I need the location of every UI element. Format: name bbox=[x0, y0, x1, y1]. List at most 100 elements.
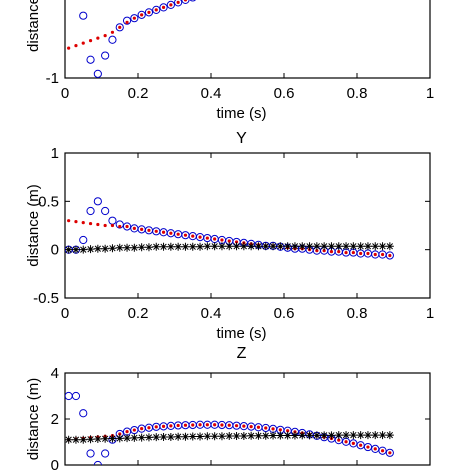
data-point-circle bbox=[79, 11, 88, 20]
data-point-dot bbox=[125, 430, 129, 434]
data-point-star bbox=[261, 242, 270, 251]
y-axis-label: distance (m) bbox=[25, 184, 42, 267]
data-point-star bbox=[196, 242, 205, 251]
data-point-dot bbox=[380, 449, 385, 453]
data-point-dot bbox=[227, 239, 231, 243]
data-point-dot bbox=[234, 240, 239, 244]
data-point-circle bbox=[101, 51, 110, 60]
data-point-dot bbox=[242, 424, 246, 428]
data-point-circle bbox=[65, 391, 73, 401]
axes-frame bbox=[64, 0, 431, 79]
data-point-dot bbox=[154, 8, 158, 12]
y-axis-label: distance bbox=[25, 0, 42, 52]
data-point-dot bbox=[366, 251, 370, 256]
data-point-star bbox=[349, 431, 358, 440]
data-point-circle bbox=[385, 448, 394, 457]
data-point-star bbox=[166, 242, 175, 251]
data-point-star bbox=[290, 242, 299, 251]
data-point-star bbox=[327, 431, 336, 440]
data-point-star bbox=[93, 435, 102, 444]
data-point-dot bbox=[205, 236, 209, 240]
data-point-circle bbox=[122, 222, 132, 231]
data-point-circle bbox=[159, 3, 168, 12]
data-point-dot bbox=[366, 445, 370, 449]
data-point-star bbox=[342, 242, 351, 251]
data-point-dot bbox=[234, 424, 239, 428]
data-point-star bbox=[334, 242, 343, 251]
data-point-dot bbox=[264, 426, 268, 430]
data-point-dot bbox=[132, 226, 136, 230]
data-point-circle bbox=[101, 206, 110, 216]
data-point-circle bbox=[363, 442, 373, 452]
data-point-star bbox=[356, 242, 365, 251]
data-point-star bbox=[108, 244, 117, 253]
data-point-star bbox=[203, 432, 212, 441]
data-point-star bbox=[217, 242, 226, 251]
x-tick-label: 0.4 bbox=[201, 85, 222, 102]
series-circle bbox=[65, 391, 394, 465]
data-point-circle bbox=[86, 449, 95, 458]
data-point-star bbox=[342, 431, 351, 440]
data-point-star bbox=[137, 433, 146, 442]
data-point-dot bbox=[161, 5, 166, 9]
data-point-dot bbox=[388, 253, 392, 258]
data-point-dot bbox=[81, 41, 85, 45]
data-point-star bbox=[225, 432, 234, 441]
data-point-star bbox=[144, 243, 153, 252]
data-point-dot bbox=[322, 249, 326, 253]
data-point-star bbox=[269, 431, 278, 440]
data-point-star bbox=[203, 242, 212, 251]
data-point-star bbox=[254, 242, 263, 251]
data-point-star bbox=[159, 432, 168, 441]
x-tick-label: 0 bbox=[61, 85, 69, 102]
data-point-star bbox=[152, 242, 161, 251]
data-point-dot bbox=[191, 423, 195, 427]
x-tick-label: 0 bbox=[61, 305, 69, 322]
data-point-star bbox=[174, 432, 183, 441]
data-point-star bbox=[283, 242, 292, 251]
y-tick-label: 0 bbox=[51, 0, 59, 4]
data-point-star bbox=[232, 432, 241, 441]
data-point-circle bbox=[79, 235, 88, 245]
data-point-circle bbox=[166, 0, 175, 9]
data-point-star bbox=[86, 435, 95, 444]
data-point-star bbox=[210, 432, 219, 441]
data-point-dot bbox=[110, 30, 115, 34]
x-tick-label: 0.2 bbox=[128, 85, 149, 102]
data-point-dot bbox=[278, 428, 282, 432]
data-point-star bbox=[123, 434, 132, 443]
data-point-star bbox=[320, 431, 329, 440]
data-point-dot bbox=[183, 423, 188, 427]
data-point-dot bbox=[351, 441, 355, 445]
data-point-circle bbox=[108, 216, 117, 225]
y-tick-label: 2 bbox=[51, 411, 59, 428]
data-point-dot bbox=[96, 222, 100, 227]
data-point-star bbox=[378, 242, 387, 251]
data-point-star bbox=[363, 431, 372, 440]
data-point-dot bbox=[359, 443, 363, 447]
data-point-star bbox=[196, 432, 205, 441]
data-point-star bbox=[298, 431, 307, 440]
data-point-dot bbox=[67, 46, 71, 50]
data-point-star bbox=[371, 242, 380, 251]
data-point-dot bbox=[191, 234, 195, 238]
data-point-star bbox=[137, 243, 146, 252]
data-point-dot bbox=[118, 432, 122, 436]
data-point-dot bbox=[67, 219, 71, 223]
y-tick-label: -0.5 bbox=[33, 290, 59, 307]
x-axis-label: time (s) bbox=[217, 325, 267, 342]
data-point-circle bbox=[93, 460, 102, 465]
data-point-star bbox=[371, 431, 380, 440]
data-point-star bbox=[71, 435, 80, 444]
data-point-dot bbox=[380, 252, 385, 257]
data-point-dot bbox=[286, 429, 290, 433]
x-tick-label: 1 bbox=[426, 305, 434, 322]
data-point-star bbox=[232, 242, 241, 251]
data-point-circle bbox=[93, 69, 102, 78]
data-point-star bbox=[181, 432, 190, 441]
data-point-star bbox=[130, 243, 139, 252]
data-point-star bbox=[115, 434, 124, 443]
data-point-star bbox=[312, 242, 321, 251]
axes-frame bbox=[64, 372, 431, 466]
